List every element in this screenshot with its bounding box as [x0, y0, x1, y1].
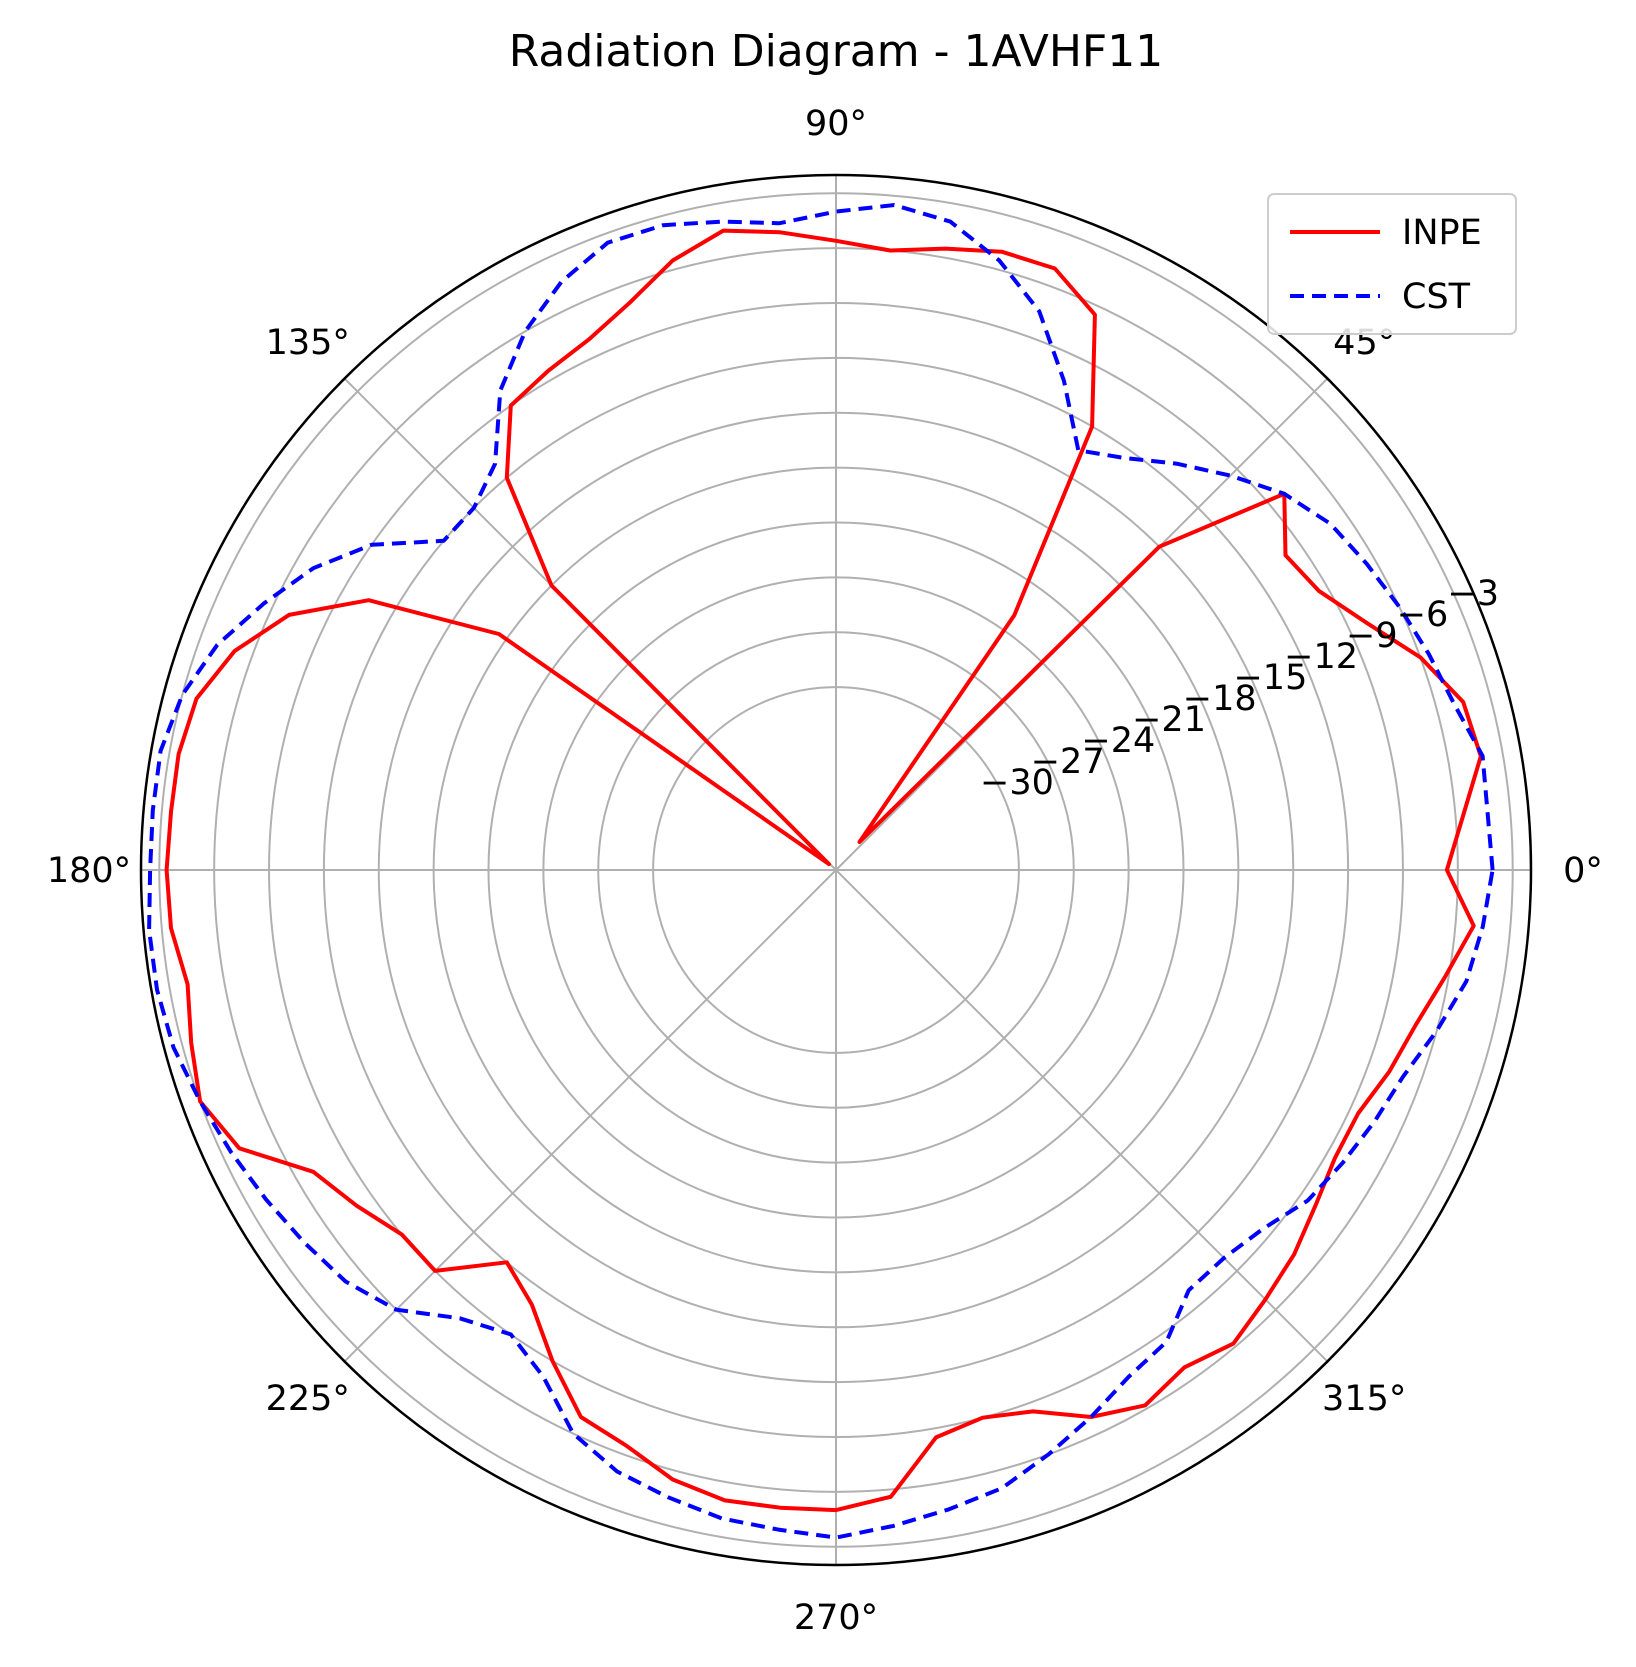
polar-grid [141, 175, 1531, 1565]
angle-tick-label: 0° [1563, 851, 1603, 891]
angle-tick-label: 315° [1322, 1379, 1406, 1419]
legend-label-inpe: INPE [1402, 213, 1482, 253]
radial-tick-label: −15 [1233, 658, 1307, 698]
radial-gridline [432, 466, 1240, 1274]
series-lines [147, 203, 1495, 1540]
radial-gridline [487, 521, 1185, 1219]
radial-tick-label: −3 [1447, 574, 1499, 614]
radial-tick-label: −9 [1346, 616, 1398, 656]
radial-gridline [322, 356, 1350, 1384]
radial-tick-label: −12 [1284, 637, 1358, 677]
legend: INPE CST [1267, 193, 1517, 335]
radial-gridline [542, 576, 1130, 1164]
angle-tick-labels: 0°45°90°135°180°225°270°315° [47, 104, 1603, 1638]
series-line-inpe [164, 228, 1483, 1513]
radial-tick-label: −30 [980, 763, 1054, 803]
angle-tick-label: 90° [805, 104, 867, 144]
angle-tick-label: 135° [266, 323, 350, 363]
series-line-cst [147, 203, 1495, 1540]
radial-tick-labels: −30−27−24−21−18−15−12−9−6−3 [980, 574, 1499, 803]
radial-gridline [652, 686, 1020, 1054]
chart-title: Radiation Diagram - 1AVHF11 [509, 26, 1163, 77]
radial-gridline [158, 192, 1514, 1548]
radial-tick-label: −27 [1031, 742, 1105, 782]
radial-gridline [597, 631, 1075, 1109]
angle-tick-label: 225° [266, 1379, 350, 1419]
polar-outer-frame [139, 173, 1533, 1567]
radial-tick-label: −21 [1132, 700, 1206, 740]
radial-gridline [213, 247, 1459, 1493]
angle-tick-label: 180° [47, 851, 131, 891]
radial-tick-label: −6 [1397, 595, 1449, 635]
legend-label-cst: CST [1402, 277, 1471, 317]
radial-tick-label: −24 [1081, 721, 1155, 761]
radial-tick-label: −18 [1183, 679, 1257, 719]
angle-tick-label: 270° [794, 1598, 878, 1638]
legend-box [1267, 193, 1517, 335]
radial-gridline [377, 411, 1295, 1329]
radial-gridline [268, 302, 1404, 1438]
